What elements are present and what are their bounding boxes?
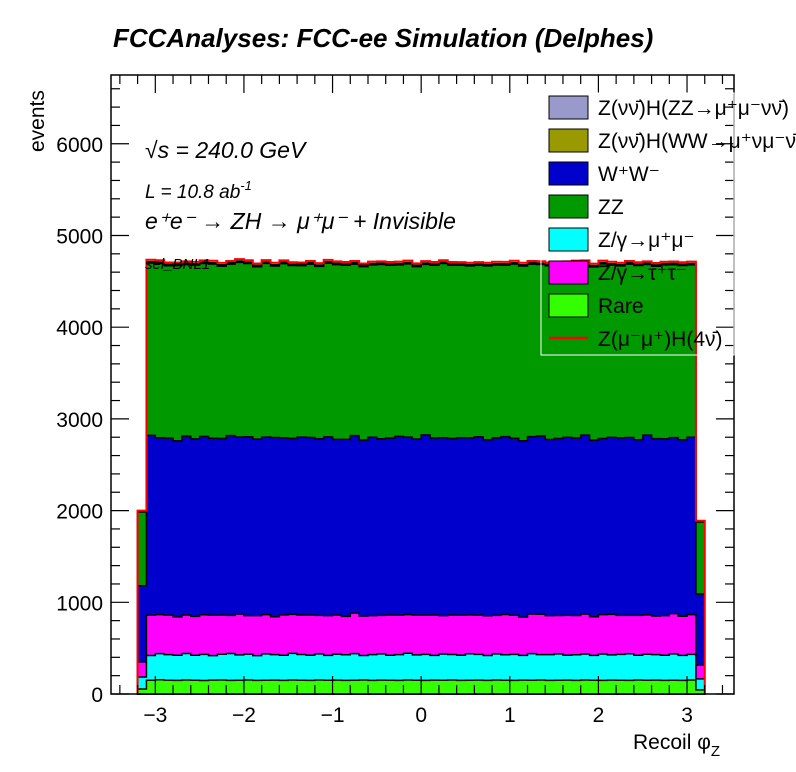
legend-label: Z(νν̄)H(WW→μ⁺νμ⁻ν̄) — [598, 130, 796, 153]
chart-title: FCCAnalyses: FCC-ee Simulation (Delphes) — [113, 23, 653, 53]
legend-swatch — [548, 194, 589, 219]
selection-annotation: sel_BNL1 — [145, 256, 210, 273]
histogram-stack — [136, 258, 706, 695]
legend-swatch — [548, 161, 589, 186]
legend-entry: Z/γ→τ⁺τ⁻ — [548, 260, 687, 285]
plot-frame — [110, 74, 735, 695]
y-tick-label: 4000 — [56, 317, 103, 340]
legend: Z(νν̄)H(ZZ→μ⁺μ⁻νν̄) Z(νν̄)H(WW→μ⁺νμ⁻ν̄) W⁺… — [540, 92, 796, 356]
legend-label: Z/γ→τ⁺τ⁻ — [598, 262, 687, 285]
legend-label: Z/γ→μ⁺μ⁻ — [598, 229, 695, 252]
legend-entry: ZZ — [548, 194, 624, 219]
x-axis-label-main: Recoil φ — [633, 731, 711, 754]
legend-entry: Rare — [548, 293, 644, 318]
legend-label: W⁺W⁻ — [598, 163, 660, 186]
x-axis-label-subscript: Z — [711, 743, 720, 760]
y-tick-label: 2000 — [56, 501, 103, 524]
x-axis-label: Recoil φZ — [633, 731, 720, 760]
x-tick-label: −2 — [232, 704, 256, 727]
legend-swatch — [548, 128, 589, 153]
legend-border — [540, 92, 735, 356]
y-tick-label: 6000 — [56, 134, 103, 157]
legend-swatch — [548, 293, 589, 318]
signal-line — [136, 258, 706, 694]
x-tick-label: 2 — [593, 704, 605, 727]
legend-swatch — [548, 95, 589, 120]
y-tick-label: 5000 — [56, 225, 103, 248]
y-axis-label: events — [26, 90, 49, 152]
x-tick-label: 0 — [415, 704, 427, 727]
luminosity-annotation: L = 10.8 ab-1 — [145, 178, 252, 203]
luminosity-text: L = 10.8 ab — [145, 182, 240, 203]
x-tick-label: 3 — [681, 704, 693, 727]
x-tick-label: −1 — [321, 704, 345, 727]
x-tick-label: 1 — [504, 704, 516, 727]
sqrt-s-annotation: √s = 240.0 GeV — [145, 137, 308, 163]
legend-entry: Z(νν̄)H(WW→μ⁺νμ⁻ν̄) — [548, 128, 796, 153]
legend-entry: Z(νν̄)H(ZZ→μ⁺μ⁻νν̄) — [548, 95, 789, 120]
legend-label: Z(μ⁻μ⁺)H(4ν̄) — [598, 328, 723, 351]
y-tick-label: 3000 — [56, 409, 103, 432]
legend-label: ZZ — [598, 196, 624, 219]
process-annotation: e⁺e⁻ → ZH → μ⁺μ⁻ + Invisible — [145, 208, 456, 234]
y-tick-label: 1000 — [56, 592, 103, 615]
axes: −3 −2 −1 0 1 2 3 0 1000 2000 3000 4000 5000 6000 — [56, 74, 735, 727]
legend-entry: W⁺W⁻ — [548, 161, 660, 186]
legend-label: Z(νν̄)H(ZZ→μ⁺μ⁻νν̄) — [598, 97, 789, 120]
legend-label: Rare — [598, 295, 644, 318]
legend-swatch — [548, 260, 589, 285]
y-tick-label: 0 — [91, 684, 103, 707]
legend-swatch — [548, 227, 589, 252]
luminosity-unit-superscript: -1 — [240, 178, 252, 193]
x-tick-label: −3 — [143, 704, 167, 727]
legend-entry: Z/γ→μ⁺μ⁻ — [548, 227, 695, 252]
legend-entry: Z(μ⁻μ⁺)H(4ν̄) — [549, 328, 723, 351]
